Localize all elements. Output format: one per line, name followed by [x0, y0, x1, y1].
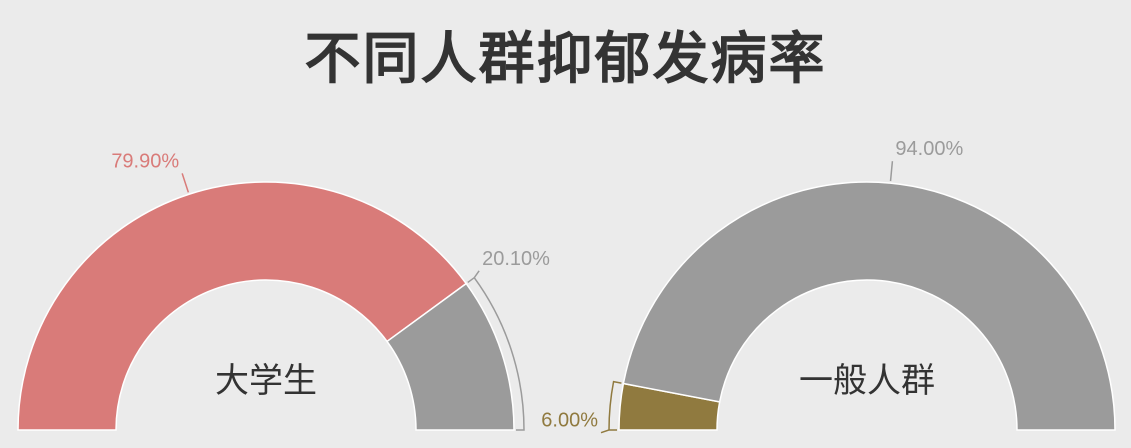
- slice-value-label-0-1: 20.10%: [482, 248, 550, 270]
- gauge-slice-1-1: [622, 181, 1116, 431]
- gauge-center-label-0: 大学生: [215, 361, 317, 401]
- gauge-slice-0-0: [17, 181, 468, 431]
- slice-value-label-0-0: 79.90%: [111, 150, 179, 172]
- slice-value-label-1-1: 94.00%: [895, 138, 963, 160]
- slice-callout-line-0-1: [467, 270, 525, 431]
- gauge-center-label-1: 一般人群: [799, 361, 935, 401]
- slice-value-label-1-0: 6.00%: [541, 410, 598, 432]
- gauge-slice-0-1: [386, 282, 515, 431]
- gauge-general-population: 6.00% 94.00% 一般人群: [541, 138, 1116, 434]
- slice-callout-line-0-0: [181, 173, 190, 193]
- slice-callout-line-1-1: [889, 161, 894, 182]
- gauge-college-students: 79.90% 20.10% 大学生: [17, 150, 550, 431]
- slice-callout-line-1-0: [600, 380, 622, 434]
- chart-title: 不同人群抑郁发病率: [304, 27, 827, 92]
